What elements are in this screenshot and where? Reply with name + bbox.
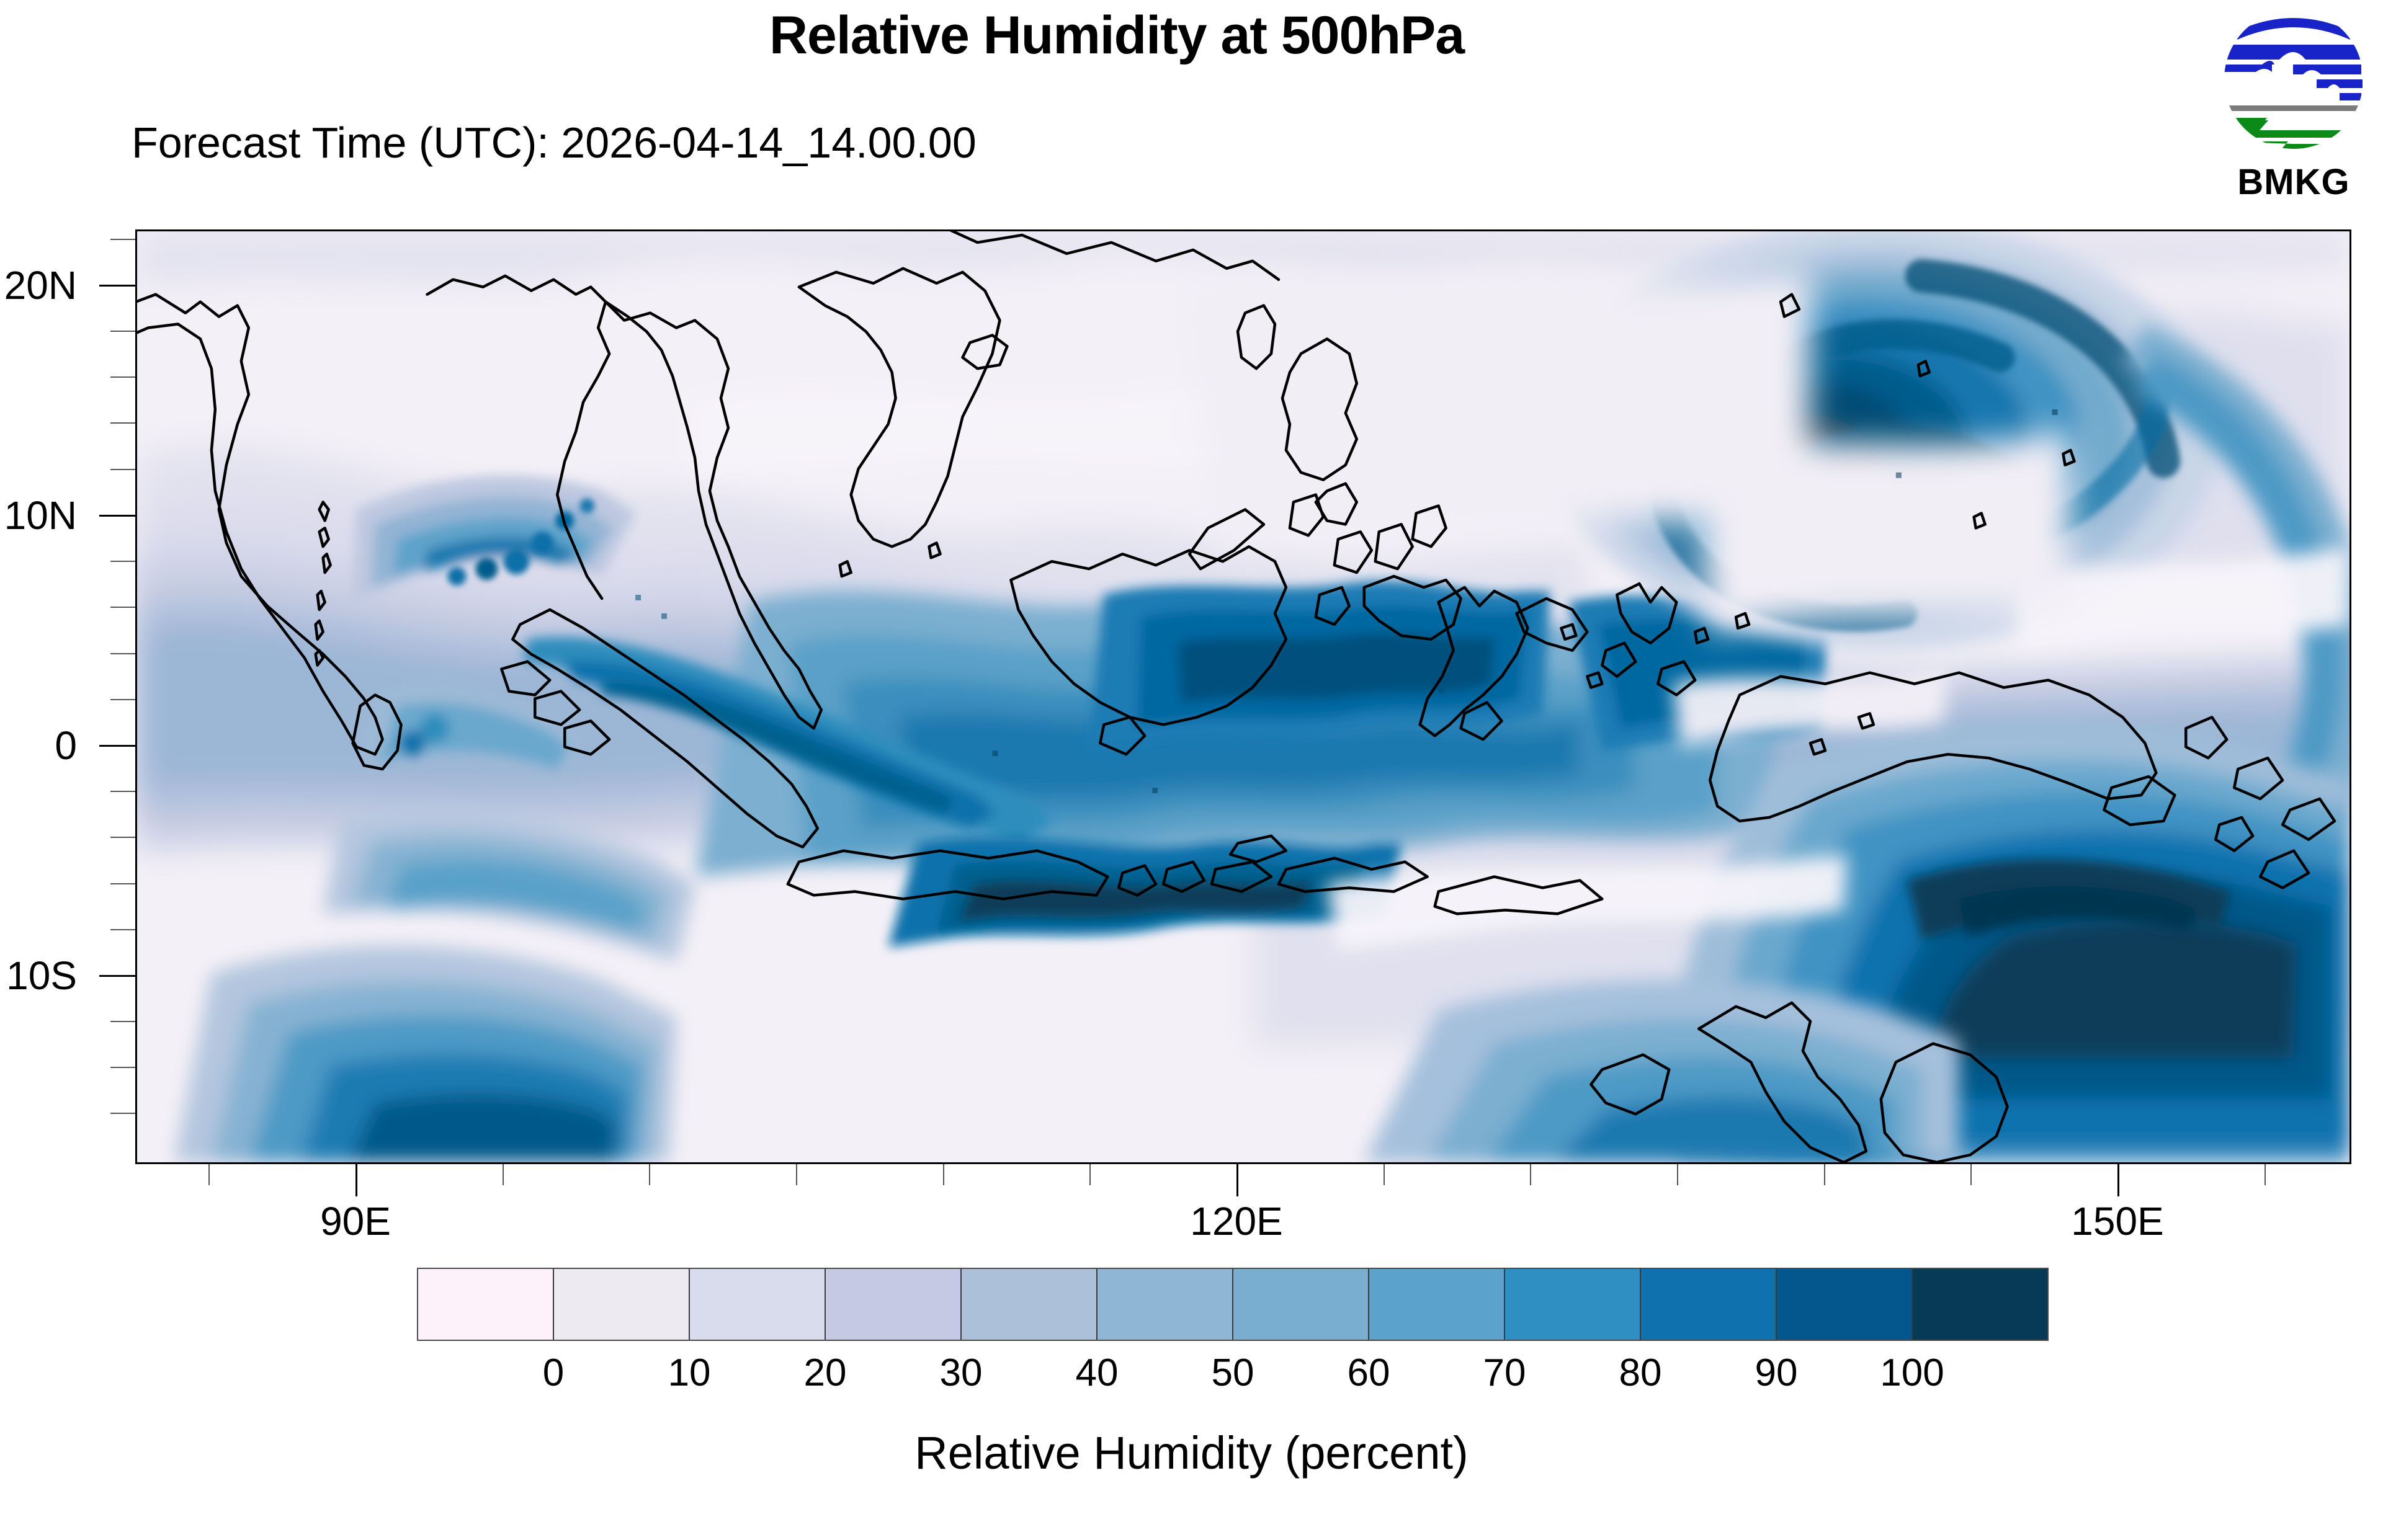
y-axis-minor-tick: [110, 1021, 135, 1022]
colorbar-tick-50: 50: [1211, 1351, 1254, 1394]
colorbar-tick-0: 0: [542, 1351, 565, 1394]
humidity-map[interactable]: [135, 229, 2351, 1164]
x-axis-minor-tick: [1384, 1164, 1385, 1185]
y-axis-label-20N: 20N: [4, 263, 77, 308]
colorbar-swatch-6: [1233, 1269, 1369, 1340]
y-axis-minor-tick: [110, 331, 135, 332]
y-axis-minor-tick: [110, 837, 135, 838]
y-axis-minor-tick: [110, 791, 135, 792]
x-axis-minor-tick: [1824, 1164, 1825, 1185]
y-axis-minor-tick: [110, 883, 135, 884]
x-axis-minor-tick: [1677, 1164, 1678, 1185]
x-axis-minor-tick: [943, 1164, 944, 1185]
x-axis-minor-tick: [503, 1164, 504, 1185]
y-axis-minor-tick: [110, 469, 135, 470]
colorbar-tick-70: 70: [1483, 1351, 1526, 1394]
y-axis-minor-tick: [110, 929, 135, 930]
x-axis-minor-tick: [1089, 1164, 1091, 1185]
x-axis-tick-150E: [2117, 1164, 2119, 1196]
colorbar-tick-20: 20: [803, 1351, 847, 1394]
x-axis-tick-90E: [355, 1164, 357, 1196]
x-axis-label-150E: 150E: [2071, 1199, 2164, 1244]
colorbar-swatch-7: [1369, 1269, 1505, 1340]
colorbar-swatch-2: [690, 1269, 826, 1340]
y-axis-minor-tick: [110, 422, 135, 424]
bmkg-emblem-icon: [2224, 10, 2363, 149]
colorbar-swatch-8: [1505, 1269, 1641, 1340]
colorbar-swatch-4: [962, 1269, 1098, 1340]
y-axis-minor-tick: [110, 376, 135, 378]
y-axis-label-10N: 10N: [4, 493, 77, 538]
y-axis-minor-tick: [110, 239, 135, 240]
humidity-contour-field: [137, 231, 2349, 1162]
colorbar-tick-10: 10: [668, 1351, 711, 1394]
y-axis-minor-tick: [110, 699, 135, 700]
y-axis-minor-tick: [110, 653, 135, 654]
y-axis-minor-tick: [110, 561, 135, 562]
y-axis-minor-tick: [110, 1113, 135, 1114]
x-axis-minor-tick: [1530, 1164, 1531, 1185]
y-axis-minor-tick: [110, 1067, 135, 1068]
x-axis-label-120E: 120E: [1190, 1199, 1283, 1244]
x-axis-minor-tick: [796, 1164, 797, 1185]
y-axis-label-10S: 10S: [6, 953, 77, 998]
y-axis-minor-tick: [110, 607, 135, 608]
colorbar-tick-40: 40: [1075, 1351, 1119, 1394]
bmkg-logo-text: BMKG: [2237, 162, 2350, 202]
x-axis-minor-tick: [649, 1164, 650, 1185]
x-axis-minor-tick: [208, 1164, 210, 1185]
x-axis-minor-tick: [2265, 1164, 2266, 1185]
y-axis-tick-20N: [99, 285, 135, 287]
x-axis-minor-tick: [1970, 1164, 1972, 1185]
colorbar-tick-100: 100: [1880, 1351, 1944, 1394]
y-axis-tick-10N: [99, 515, 135, 517]
page-title: Relative Humidity at 500hPa: [769, 6, 1465, 65]
y-axis-tick-0: [99, 745, 135, 747]
colorbar-swatch-11: [1913, 1269, 2047, 1340]
forecast-time-label: Forecast Time (UTC): 2026-04-14_14.00.00: [132, 118, 977, 167]
colorbar-tick-80: 80: [1619, 1351, 1662, 1394]
colorbar-axis-label: Relative Humidity (percent): [914, 1427, 1469, 1479]
colorbar-tick-60: 60: [1347, 1351, 1390, 1394]
colorbar-swatch-5: [1098, 1269, 1233, 1340]
colorbar-swatch-9: [1641, 1269, 1777, 1340]
x-axis-label-90E: 90E: [320, 1199, 391, 1244]
colorbar[interactable]: [417, 1268, 2049, 1341]
y-axis-tick-10S: [99, 975, 135, 977]
x-axis-tick-120E: [1236, 1164, 1238, 1196]
bmkg-logo: BMKG: [2212, 6, 2375, 211]
y-axis-label-0: 0: [55, 723, 77, 768]
colorbar-tick-30: 30: [939, 1351, 983, 1394]
colorbar-tick-90: 90: [1755, 1351, 1798, 1394]
colorbar-swatch-10: [1777, 1269, 1913, 1340]
colorbar-swatch-3: [826, 1269, 962, 1340]
colorbar-swatch-1: [554, 1269, 690, 1340]
colorbar-swatch-0: [418, 1269, 554, 1340]
